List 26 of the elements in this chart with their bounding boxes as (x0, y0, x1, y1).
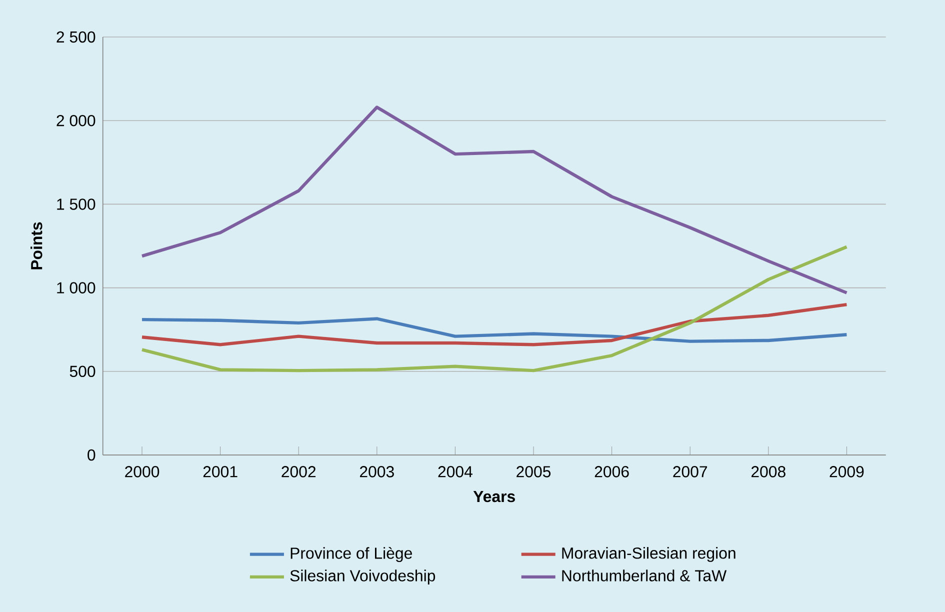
x-tick-label: 2000 (125, 466, 160, 478)
x-tick-label: 2006 (594, 466, 629, 478)
legend-label: Province of Liège (290, 546, 412, 562)
x-tick-label: 2002 (282, 466, 316, 478)
legend-label: Moravian-Silesian region (562, 547, 736, 562)
y-tick-label: 500 (70, 366, 96, 378)
x-tick-label: 2008 (751, 466, 786, 478)
y-axis-title: Points (30, 222, 42, 270)
line-series (140, 302, 848, 346)
y-tick-label: 2 500 (56, 31, 96, 43)
x-tick-label: 2005 (516, 466, 551, 478)
line-series (140, 245, 848, 372)
x-axis-title: Years (473, 491, 515, 502)
legend-label: Northumberland & TaW (562, 570, 727, 582)
legend-label: Silesian Voivodeship (290, 570, 436, 585)
y-tick-label: 1 500 (57, 198, 96, 210)
x-tick-label: 2007 (673, 466, 708, 478)
y-tick-label: 1 000 (57, 282, 96, 294)
x-tick-label: 2003 (360, 466, 394, 478)
line-series (140, 106, 848, 294)
y-tick-label: 0 (88, 449, 96, 461)
line-series (140, 317, 848, 343)
x-tick-label: 2001 (203, 466, 238, 478)
x-tick-label: 2009 (830, 466, 864, 478)
x-tick-label: 2004 (438, 466, 472, 478)
y-tick-label: 2 000 (56, 114, 96, 126)
